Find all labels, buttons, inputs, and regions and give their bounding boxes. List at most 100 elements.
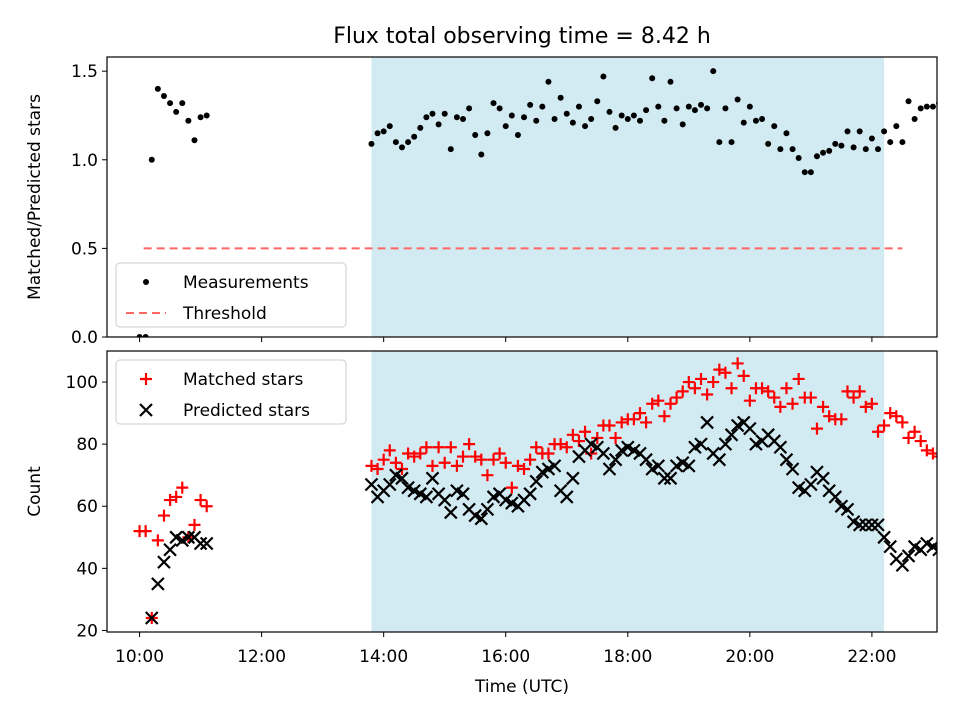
data-point <box>545 78 552 85</box>
data-point <box>901 549 916 563</box>
data-point <box>695 372 708 385</box>
data-point <box>932 542 937 557</box>
data-point <box>713 363 726 376</box>
data-point <box>771 123 778 130</box>
data-point <box>700 415 714 430</box>
y-axis-label: Matched/Predicted stars <box>25 94 45 300</box>
data-point <box>151 534 164 547</box>
data-point <box>801 169 808 176</box>
data-point <box>484 130 491 137</box>
data-point <box>478 151 485 158</box>
legend-marker <box>140 373 152 385</box>
data-point <box>609 431 622 444</box>
data-point <box>704 105 711 112</box>
data-point <box>740 119 747 126</box>
data-point <box>852 518 867 532</box>
x-tick-label: 16:00 <box>481 647 530 667</box>
data-point <box>887 139 894 146</box>
data-point <box>554 438 567 451</box>
data-point <box>142 334 149 337</box>
data-point <box>444 441 457 454</box>
data-point <box>883 539 897 554</box>
data-point <box>895 558 910 573</box>
data-point <box>559 490 574 504</box>
top-panel: 0.0 0.5 1.0 1.5 Matched/Predicted stars Measu… <box>25 56 948 348</box>
data-point <box>667 78 674 85</box>
data-point <box>853 385 866 398</box>
data-point <box>688 382 701 395</box>
data-point <box>191 137 198 144</box>
data-point <box>163 542 177 557</box>
data-point <box>914 435 927 448</box>
data-point <box>707 376 720 389</box>
data-point <box>392 139 399 146</box>
legend-box <box>115 359 347 425</box>
chart-title: Flux total observing time = 8.42 h <box>333 24 711 49</box>
y-tick-label: 20 <box>76 621 98 641</box>
data-point <box>899 139 906 146</box>
data-point <box>377 453 390 466</box>
data-point <box>456 487 470 501</box>
data-point <box>643 107 650 114</box>
data-point <box>444 505 458 520</box>
data-point <box>382 477 397 492</box>
legend-marker <box>143 279 149 285</box>
data-point <box>942 139 948 145</box>
data-point <box>579 425 592 438</box>
data-point <box>505 481 518 494</box>
data-point <box>945 469 957 481</box>
data-point <box>789 146 796 153</box>
data-point <box>817 400 830 413</box>
data-point <box>533 117 540 124</box>
data-point <box>765 140 772 147</box>
data-point <box>624 116 631 123</box>
data-point <box>457 450 470 463</box>
data-point <box>685 103 692 110</box>
data-point <box>521 114 528 121</box>
data-point <box>850 144 857 151</box>
data-point <box>663 471 678 486</box>
data-point <box>188 518 201 531</box>
data-point <box>762 385 775 398</box>
observing-interval-shade <box>371 351 885 632</box>
data-point <box>203 112 210 119</box>
data-point <box>194 494 207 507</box>
data-point <box>569 119 576 126</box>
data-point <box>551 116 558 123</box>
data-point <box>661 117 668 124</box>
legend-label: Matched stars <box>183 370 303 390</box>
data-point <box>496 105 503 112</box>
data-point <box>615 416 628 429</box>
data-point <box>719 366 732 379</box>
data-point <box>176 481 189 494</box>
data-point <box>154 85 161 92</box>
data-point <box>539 103 546 110</box>
data-point <box>759 116 766 123</box>
data-point <box>185 117 192 124</box>
data-point <box>908 425 921 438</box>
data-point <box>636 117 643 124</box>
data-point <box>181 530 196 545</box>
data-point <box>779 452 794 467</box>
legend-marker <box>139 403 153 417</box>
data-point <box>840 502 855 517</box>
data-point <box>920 444 933 457</box>
data-point <box>164 494 177 507</box>
data-point <box>618 112 625 119</box>
data-point <box>566 428 579 441</box>
data-point <box>148 156 155 163</box>
data-point <box>398 144 405 151</box>
data-point <box>826 147 833 154</box>
data-point <box>746 103 753 110</box>
data-point <box>774 400 787 413</box>
data-point <box>469 450 482 463</box>
data-point <box>804 391 817 404</box>
data-point <box>417 124 424 131</box>
data-point <box>364 477 379 492</box>
data-point <box>529 474 544 489</box>
y-tick-label: 80 <box>76 435 98 455</box>
data-point <box>868 135 875 142</box>
data-point <box>566 471 580 486</box>
data-point <box>374 130 381 137</box>
y-tick-label: 100 <box>66 373 98 393</box>
